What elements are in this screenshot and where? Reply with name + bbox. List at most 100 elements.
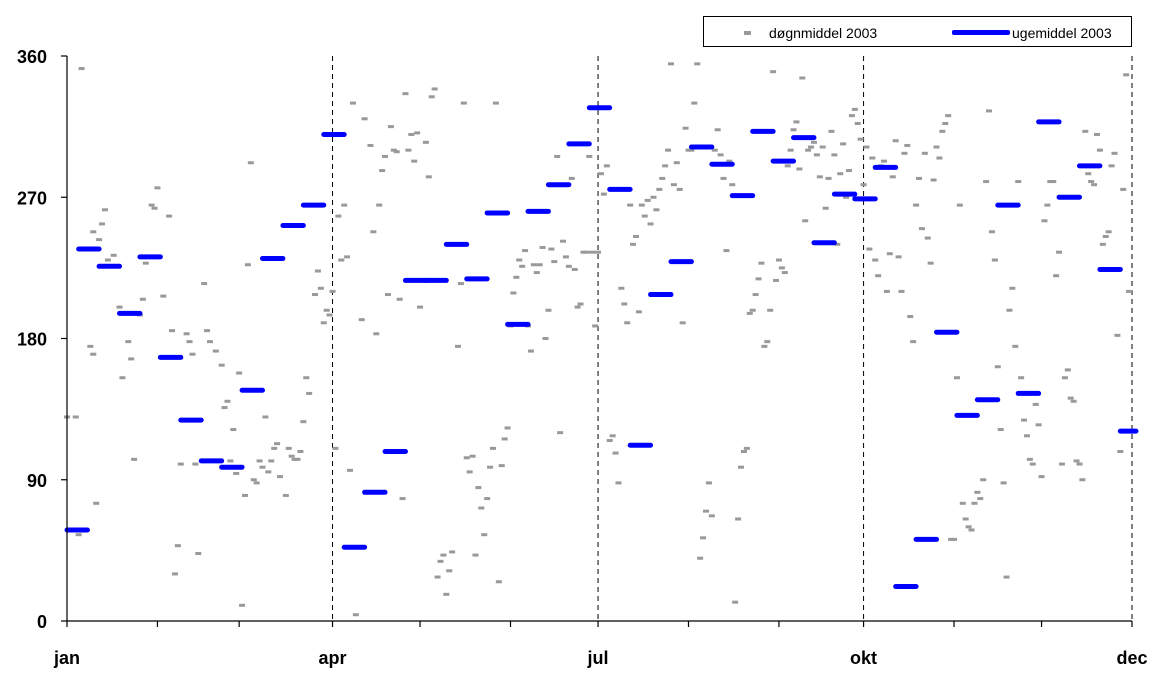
daily-point (443, 592, 450, 596)
daily-point (974, 490, 981, 494)
daily-point (387, 125, 394, 129)
daily-point (650, 195, 657, 199)
daily-point (635, 310, 642, 314)
daily-point (454, 344, 461, 348)
daily-point (90, 230, 97, 234)
daily-point (805, 148, 812, 152)
daily-point (93, 501, 100, 505)
daily-point (819, 145, 826, 149)
legend: døgnmiddel 2003 ugemiddel 2003 (703, 16, 1132, 47)
daily-point (647, 222, 654, 226)
daily-point (895, 255, 902, 259)
daily-point (519, 264, 526, 268)
daily-point (714, 128, 721, 132)
daily-point (577, 302, 584, 306)
daily-point (277, 475, 283, 479)
y-tick-label: 90 (27, 471, 47, 491)
daily-point (1111, 151, 1118, 155)
legend-item-daily: døgnmiddel 2003 (744, 17, 877, 48)
daily-point (793, 120, 800, 124)
daily-point (1108, 164, 1115, 168)
daily-point (586, 154, 593, 158)
daily-point (347, 468, 354, 472)
daily-point (1085, 172, 1092, 176)
daily-point (831, 153, 838, 157)
daily-point (1099, 242, 1106, 246)
daily-point (592, 324, 599, 328)
daily-point (154, 186, 161, 190)
daily-point (142, 261, 149, 265)
daily-point (565, 264, 572, 268)
daily-point (396, 297, 403, 301)
y-tick-label: 270 (17, 188, 47, 208)
daily-point (166, 214, 173, 218)
daily-point (1018, 376, 1025, 380)
daily-point (595, 250, 602, 254)
daily-point (527, 349, 534, 353)
daily-point (837, 172, 844, 176)
daily-point (562, 255, 569, 259)
daily-point (332, 446, 339, 450)
daily-point (545, 308, 552, 312)
daily-point (816, 175, 823, 179)
daily-point (314, 269, 321, 273)
daily-point (247, 161, 254, 165)
daily-point (808, 145, 815, 149)
daily-point (1093, 132, 1100, 136)
daily-point (1117, 450, 1124, 453)
daily-point (997, 428, 1004, 432)
daily-point (466, 470, 473, 474)
daily-point (402, 92, 409, 96)
daily-point (317, 286, 324, 290)
daily-point (457, 282, 464, 286)
daily-point (880, 159, 887, 163)
daily-point (612, 451, 619, 455)
daily-point (866, 247, 873, 251)
daily-point (335, 214, 342, 218)
daily-point (361, 117, 368, 121)
daily-point (638, 203, 645, 207)
daily-point (411, 159, 418, 163)
daily-point (892, 139, 899, 143)
y-tick-label: 180 (17, 330, 47, 350)
daily-point (513, 275, 520, 279)
daily-point (344, 255, 351, 259)
daily-point (244, 263, 251, 267)
daily-point (691, 101, 698, 105)
daily-point (603, 164, 610, 168)
daily-point (285, 446, 292, 450)
daily-point (469, 454, 476, 458)
daily-point (980, 478, 987, 482)
daily-point (221, 406, 228, 410)
daily-point (670, 183, 677, 187)
daily-point (828, 129, 835, 133)
daily-point (271, 446, 278, 450)
daily-point (504, 426, 511, 430)
daily-point (379, 169, 386, 173)
daily-point (422, 140, 429, 144)
daily-point (933, 145, 940, 149)
daily-point (1061, 376, 1068, 380)
daily-point (373, 332, 380, 336)
daily-point (676, 187, 683, 191)
daily-point (1035, 423, 1042, 427)
daily-point (679, 321, 686, 325)
daily-point (921, 151, 928, 155)
daily-point (256, 459, 263, 463)
daily-point (265, 470, 272, 474)
daily-point (119, 376, 126, 380)
daily-point (268, 459, 275, 463)
daily-point (571, 267, 578, 271)
daily-point (1009, 286, 1016, 290)
daily-series (64, 62, 1133, 617)
daily-point (352, 613, 359, 617)
daily-point (983, 180, 990, 184)
daily-point (834, 242, 841, 246)
daily-point (110, 253, 117, 257)
daily-point (665, 148, 672, 152)
legend-item-weekly: ugemiddel 2003 (952, 17, 1112, 48)
daily-point (775, 258, 782, 262)
daily-point (253, 481, 260, 485)
daily-point (845, 169, 852, 173)
daily-point (904, 143, 911, 147)
